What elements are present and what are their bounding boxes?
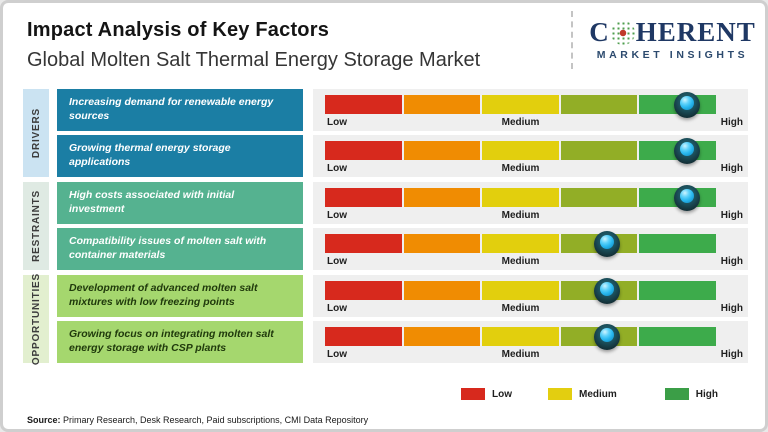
scale-label-low: Low	[327, 163, 347, 174]
source-prefix: Source:	[27, 415, 61, 425]
impact-scale-bar	[325, 184, 716, 211]
segment-low	[325, 95, 402, 114]
logo-letter-c: C	[589, 17, 610, 47]
segment-low	[325, 234, 402, 253]
impact-matrix: DRIVERS Increasing demand for renewable …	[23, 89, 748, 365]
factor-text: Compatibility issues of molten salt with…	[57, 228, 303, 270]
group-opportunities: OPPORTUNITIES Development of advanced mo…	[23, 273, 748, 365]
factor-row: Development of advanced molten salt mixt…	[57, 275, 748, 317]
header-divider	[571, 11, 573, 69]
factor-row: Growing focus on integrating molten salt…	[57, 321, 748, 363]
scale-label-medium: Medium	[501, 163, 540, 174]
legend-item-low: Low	[461, 388, 512, 400]
legend: Low Medium High	[461, 388, 718, 400]
scale-label-medium: Medium	[501, 303, 540, 314]
impact-bar-panel: Low Medium High	[313, 89, 748, 131]
impact-scale-bar	[325, 137, 716, 164]
segment-high	[639, 281, 716, 300]
segment-medium	[482, 188, 559, 207]
impact-marker-orb	[593, 277, 620, 304]
impact-bar-panel: Low Medium High	[313, 135, 748, 177]
impact-scale-bar	[325, 230, 716, 257]
logo-wordmark: C HERENT	[585, 17, 760, 48]
segment-medium	[482, 234, 559, 253]
scale-label-high: High	[720, 349, 743, 360]
impact-bar-panel: Low Medium High	[313, 182, 748, 224]
page-subtitle: Global Molten Salt Thermal Energy Storag…	[27, 49, 481, 71]
impact-marker-orb	[593, 230, 620, 257]
impact-marker-orb	[593, 323, 620, 350]
impact-marker-orb	[673, 91, 700, 118]
scale-label-high: High	[720, 210, 743, 221]
group-drivers: DRIVERS Increasing demand for renewable …	[23, 89, 748, 177]
factor-text: Growing focus on integrating molten salt…	[57, 321, 303, 363]
segment-high	[639, 327, 716, 346]
segment-low-medium	[403, 234, 481, 253]
legend-item-high: High	[664, 388, 718, 400]
scale-label-low: Low	[327, 117, 347, 128]
scale-label-medium: Medium	[501, 349, 540, 360]
group-restraints: RESTRAINTS High costs associated with in…	[23, 182, 748, 270]
factor-text: High costs associated with initial inves…	[57, 182, 303, 224]
segment-high	[639, 234, 716, 253]
segment-low-medium	[403, 281, 481, 300]
factor-text: Development of advanced molten salt mixt…	[57, 275, 303, 317]
segment-low-medium	[403, 141, 481, 160]
impact-scale-bar	[325, 91, 716, 118]
factor-row: High costs associated with initial inves…	[57, 182, 748, 224]
segment-low	[325, 141, 402, 160]
source-text: Primary Research, Desk Research, Paid su…	[60, 415, 369, 425]
impact-scale-bar	[325, 277, 716, 304]
scale-label-low: Low	[327, 210, 347, 221]
segment-low	[325, 327, 402, 346]
factor-row: Increasing demand for renewable energy s…	[57, 89, 748, 131]
logo-word-rest: HERENT	[635, 17, 756, 47]
scale-label-high: High	[720, 117, 743, 128]
impact-scale-bar	[325, 323, 716, 350]
segment-medium-high	[560, 188, 638, 207]
segment-medium	[482, 141, 559, 160]
legend-swatch-high	[664, 388, 689, 400]
factor-row: Compatibility issues of molten salt with…	[57, 228, 748, 270]
segment-low-medium	[403, 327, 481, 346]
legend-item-medium: Medium	[548, 388, 617, 400]
scale-label-low: Low	[327, 303, 347, 314]
segment-low-medium	[403, 95, 481, 114]
globe-icon	[610, 20, 635, 45]
scale-label-low: Low	[327, 256, 347, 267]
segment-medium	[482, 327, 559, 346]
segment-low-medium	[403, 188, 481, 207]
segment-medium	[482, 95, 559, 114]
scale-label-high: High	[720, 256, 743, 267]
group-label-restraints: RESTRAINTS	[23, 182, 49, 270]
scale-label-medium: Medium	[501, 210, 540, 221]
factor-row: Growing thermal energy storage applicati…	[57, 135, 748, 177]
scale-label-high: High	[720, 303, 743, 314]
group-label-drivers: DRIVERS	[23, 89, 49, 177]
scale-label-high: High	[720, 163, 743, 174]
factor-text: Increasing demand for renewable energy s…	[57, 89, 303, 131]
logo-tagline: MARKET INSIGHTS	[596, 49, 749, 61]
impact-bar-panel: Low Medium High	[313, 275, 748, 317]
group-label-opportunities: OPPORTUNITIES	[23, 273, 49, 365]
scale-label-medium: Medium	[501, 256, 540, 267]
impact-marker-orb	[673, 137, 700, 164]
segment-medium-high	[560, 141, 638, 160]
factor-text: Growing thermal energy storage applicati…	[57, 135, 303, 177]
legend-swatch-medium	[548, 388, 572, 400]
impact-bar-panel: Low Medium High	[313, 321, 748, 363]
page-title: Impact Analysis of Key Factors	[27, 19, 330, 41]
segment-medium-high	[560, 95, 638, 114]
segment-low	[325, 188, 402, 207]
impact-marker-orb	[673, 184, 700, 211]
coherent-logo: C HERENT MARKET INSIGHTS	[585, 17, 760, 61]
segment-medium	[482, 281, 559, 300]
impact-bar-panel: Low Medium High	[313, 228, 748, 270]
legend-swatch-low	[461, 388, 485, 400]
source-note: Source: Primary Research, Desk Research,…	[27, 415, 368, 425]
scale-label-low: Low	[327, 349, 347, 360]
scale-label-medium: Medium	[501, 117, 540, 128]
segment-low	[325, 281, 402, 300]
